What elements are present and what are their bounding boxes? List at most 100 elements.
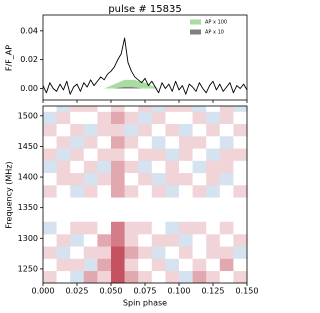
chart: pulse # 15835 F/F_AP Frequency (MHz) Spi…: [5, 4, 259, 308]
legend-swatch: [190, 19, 201, 25]
heatmap-cell: [83, 111, 98, 125]
heatmap-cell: [56, 136, 71, 149]
heatmap-cell: [192, 270, 207, 284]
heatmap-cell: [70, 106, 85, 112]
heatmap-cell: [124, 234, 139, 247]
y-tick-label: 1450: [18, 142, 38, 151]
heatmap-cell: [206, 160, 221, 174]
heatmap-cell: [165, 123, 180, 137]
heatmap-cell: [233, 270, 248, 284]
heatmap-cell: [83, 270, 98, 284]
heatmap-cell: [138, 123, 153, 137]
heatmap-cell: [124, 111, 139, 125]
heatmap-cell: [138, 221, 153, 235]
heatmap-cell: [179, 160, 193, 174]
heatmap-cell: [124, 172, 139, 186]
heatmap-cell: [124, 246, 139, 259]
heatmap-cell: [70, 123, 85, 137]
heatmap-cell: [124, 221, 139, 235]
heatmap-cell: [151, 172, 166, 186]
heatmap-cell: [151, 270, 166, 284]
heatmap-cell: [206, 185, 221, 198]
heatmap-cell: [151, 221, 166, 235]
heatmap-cell: [83, 136, 98, 149]
heatmap-cell: [97, 172, 112, 186]
heatmap-cell: [111, 185, 125, 198]
heatmap-cell: [97, 234, 112, 247]
heatmap-cell: [97, 123, 112, 137]
heatmap-cell: [206, 246, 221, 259]
heatmap-cell: [233, 221, 248, 235]
heatmap-cell: [151, 106, 166, 112]
heatmap-cell: [56, 148, 71, 161]
heatmap-cell: [165, 234, 180, 247]
heatmap-cell: [233, 234, 248, 247]
series-line: [42, 37, 248, 95]
heatmap-cell: [43, 185, 57, 198]
heatmap-cell: [179, 123, 193, 137]
series-area: [43, 79, 247, 89]
heatmap-cell: [233, 123, 248, 137]
heatmap-cell: [70, 185, 85, 198]
heatmap-cell: [97, 160, 112, 174]
heatmap-cell: [192, 136, 207, 149]
y-tick-label: 1350: [18, 203, 38, 212]
heatmap-cell: [206, 136, 221, 149]
heatmap-cell: [165, 111, 180, 125]
heatmap-cell: [56, 246, 71, 259]
heatmap-cell: [179, 148, 193, 161]
heatmap-cell: [83, 185, 98, 198]
heatmap-cell: [70, 234, 85, 247]
heatmap-cell: [206, 234, 221, 247]
heatmap-cell: [206, 148, 221, 161]
heatmap-cell: [97, 258, 112, 272]
heatmap-cell: [179, 234, 193, 247]
heatmap-cell: [179, 111, 193, 125]
heatmap-cell: [165, 106, 180, 112]
chart-title: pulse # 15835: [108, 4, 181, 15]
heatmap-cell: [151, 234, 166, 247]
heatmap-cell: [219, 270, 234, 284]
heatmap-cell: [83, 246, 98, 259]
heatmap-cell: [165, 185, 180, 198]
y-tick-label: 0.02: [20, 55, 38, 64]
heatmap-cell: [206, 221, 221, 235]
heatmap-cell: [43, 106, 57, 112]
heatmap-cell: [83, 172, 98, 186]
heatmap-cell: [138, 172, 153, 186]
heatmap-cell: [43, 270, 57, 284]
heatmap-cell: [43, 123, 57, 137]
heatmap-cell: [206, 172, 221, 186]
heatmap-cell: [233, 136, 248, 149]
heatmap-cell: [111, 221, 125, 235]
heatmap-cell: [56, 123, 71, 137]
heatmap-cell: [233, 148, 248, 161]
heatmap-cell: [192, 160, 207, 174]
heatmap-cell: [165, 258, 180, 272]
heatmap-cell: [83, 234, 98, 247]
heatmap-cell: [83, 160, 98, 174]
y-tick-label: 1250: [18, 264, 38, 273]
heatmap-cell: [97, 136, 112, 149]
x-tick-label: 0.075: [134, 287, 157, 296]
heatmap-cell: [56, 270, 71, 284]
heatmap-cell: [138, 160, 153, 174]
heatmap-cell: [138, 258, 153, 272]
heatmap-cell: [138, 270, 153, 284]
heatmap-cell: [138, 111, 153, 125]
heatmap-cell: [70, 172, 85, 186]
y-tick-label: 1300: [18, 234, 38, 243]
heatmap-cell: [219, 246, 234, 259]
heatmap-cell: [219, 136, 234, 149]
x-axis-label: Spin phase: [123, 299, 167, 308]
heatmap-cell: [97, 270, 112, 284]
y-tick-label: 0.04: [20, 26, 38, 35]
heatmap-cell: [179, 106, 193, 112]
y-axis-label: F/F_AP: [5, 45, 14, 71]
heatmap-cell: [138, 136, 153, 149]
heatmap-cell: [43, 246, 57, 259]
heatmap-cell: [70, 221, 85, 235]
heatmap-cell: [192, 258, 207, 272]
heatmap-cell: [206, 111, 221, 125]
heatmap-cell: [151, 111, 166, 125]
